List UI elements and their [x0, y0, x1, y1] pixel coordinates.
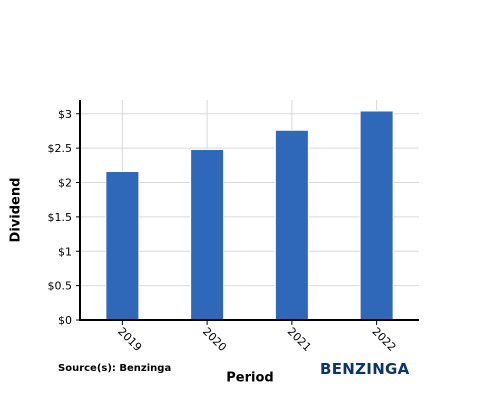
y-axis-title: Dividend — [8, 177, 24, 243]
y-tick-label: $1 — [58, 245, 72, 258]
x-tick-label: 2021 — [285, 325, 314, 354]
benzinga-logo: BENZINGA — [320, 360, 410, 378]
y-tick-label: $3 — [58, 108, 72, 121]
y-tick-label: $2.5 — [48, 142, 73, 155]
bar-2022 — [359, 110, 394, 321]
x-tick-label: 2022 — [370, 325, 399, 354]
x-axis-title: Period — [226, 370, 274, 386]
bar-2020 — [190, 149, 225, 321]
y-tick-label: $1.5 — [48, 211, 73, 224]
y-tick-label: $0 — [58, 314, 72, 327]
x-tick-label: 2020 — [200, 325, 229, 354]
y-tick-label: $2 — [58, 177, 72, 190]
x-tick-label: 2019 — [115, 325, 144, 354]
bar-2019 — [105, 171, 140, 321]
bar-2021 — [274, 129, 309, 321]
y-tick-label: $0.5 — [48, 280, 73, 293]
source-text: Source(s): Benzinga — [58, 363, 172, 374]
